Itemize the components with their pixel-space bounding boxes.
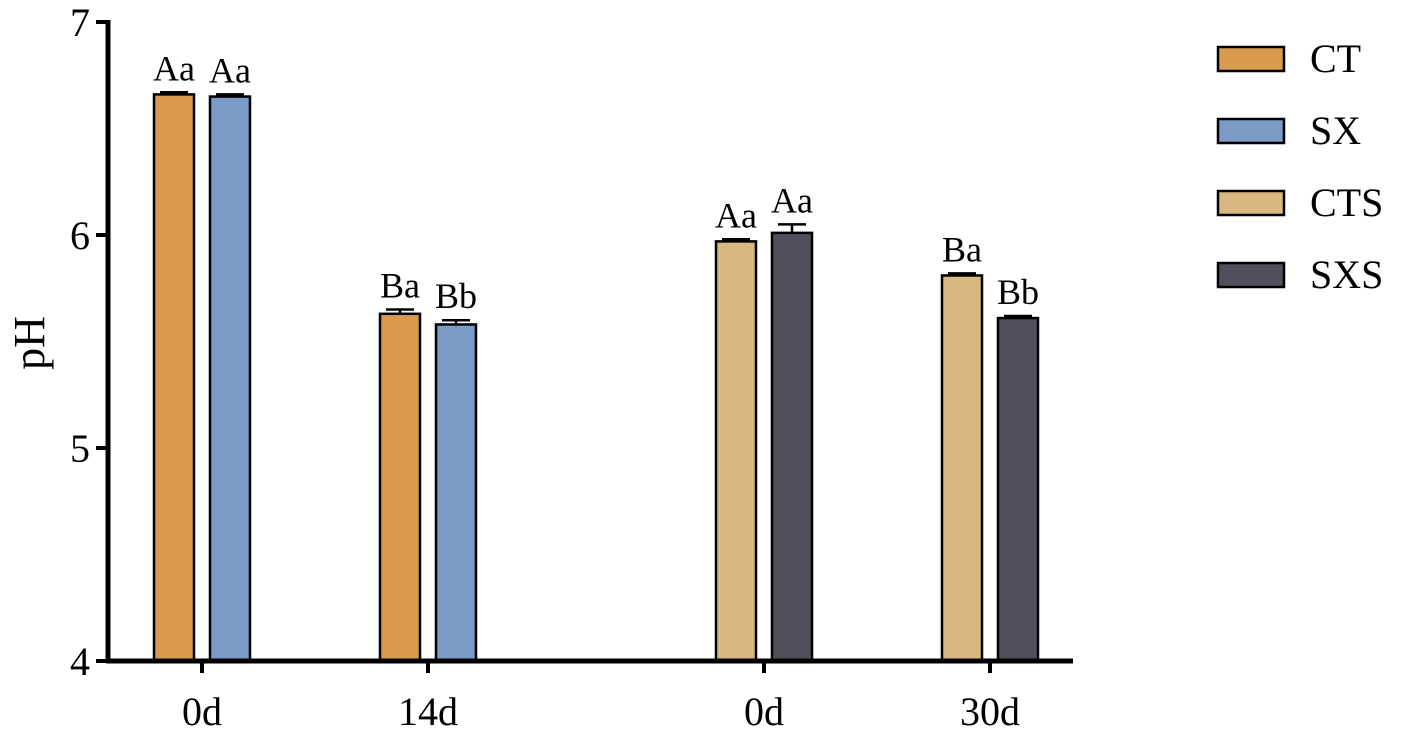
legend-swatch-sxs <box>1216 261 1286 289</box>
legend-swatch-ct <box>1216 45 1286 73</box>
x-tick-label: 14d <box>398 689 458 734</box>
x-tick-label: 0d <box>182 689 222 734</box>
legend-label-sxs: SXS <box>1310 252 1383 297</box>
bar-ct-14d <box>378 312 422 663</box>
bar-cts-30d <box>940 274 984 663</box>
legend-label-ct: CT <box>1310 36 1361 81</box>
y-axis-title: pH <box>5 316 54 370</box>
bar-sx-0d <box>208 95 252 663</box>
significance-label: Ba <box>380 266 420 306</box>
y-tick-label: 4 <box>70 639 90 684</box>
y-tick-label: 7 <box>70 0 90 45</box>
legend: CT SX CTS SXS <box>1216 36 1383 297</box>
bar-sxs-0d <box>770 231 814 663</box>
significance-label: Aa <box>153 48 195 88</box>
x-tick-label: 0d <box>744 689 784 734</box>
bar-sx-14d <box>434 323 478 663</box>
plot-area: Aa Aa 0d Ba Bb 14d Aa Aa 0d Ba Bb 30d 4 5 6 7 <box>70 0 1073 734</box>
bar-cts-0d <box>714 240 758 663</box>
significance-label: Bb <box>435 276 477 316</box>
significance-label: Aa <box>771 180 813 220</box>
legend-label-cts: CTS <box>1310 180 1383 225</box>
significance-label: Aa <box>209 50 251 90</box>
bar-ct-0d <box>152 93 196 663</box>
significance-label: Ba <box>942 229 982 269</box>
x-tick-label: 30d <box>960 689 1020 734</box>
significance-label: Aa <box>715 195 757 235</box>
legend-swatch-cts <box>1216 189 1286 217</box>
legend-label-sx: SX <box>1310 108 1361 153</box>
significance-label: Bb <box>997 272 1039 312</box>
y-tick-label: 5 <box>70 426 90 471</box>
legend-swatch-sx <box>1216 117 1286 145</box>
y-tick-label: 6 <box>70 213 90 258</box>
bar-sxs-30d <box>996 316 1040 663</box>
